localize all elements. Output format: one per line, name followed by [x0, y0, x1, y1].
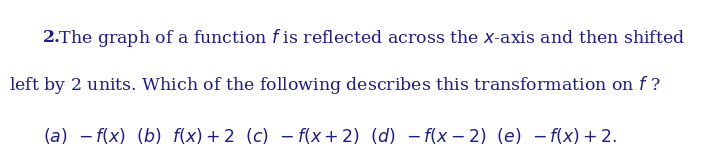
Text: The graph of a function $f$ is reflected across the $x$-axis and then shifted: The graph of a function $f$ is reflected…: [53, 27, 685, 49]
Text: 2.: 2.: [43, 29, 61, 46]
Text: left by 2 units. Which of the following describes this transformation on $f$ ?: left by 2 units. Which of the following …: [9, 74, 660, 96]
Text: $(a)$  $-\,f(x)$  $(b)$  $f(x)+2$  $(c)$  $-\,f(x+2)$  $(d)$  $-\,f(x-2)$  $(e)$: $(a)$ $-\,f(x)$ $(b)$ $f(x)+2$ $(c)$ $-\…: [43, 126, 618, 146]
